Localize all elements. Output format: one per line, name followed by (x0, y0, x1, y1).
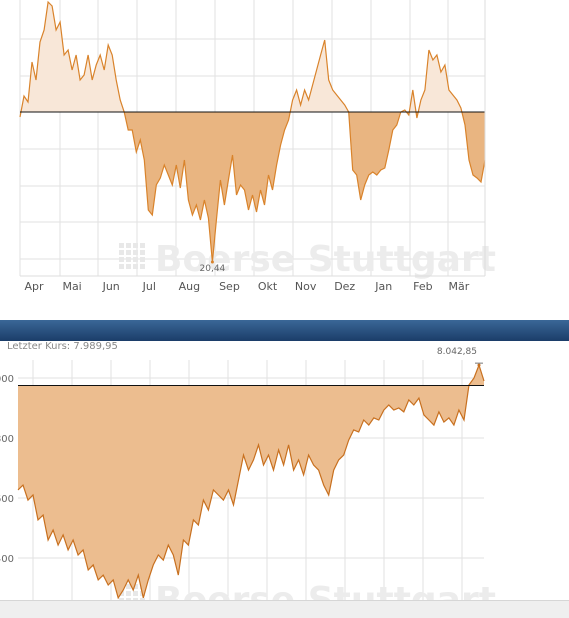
annotation: 8.042,85 (437, 347, 477, 357)
x-tick-label: Apr (25, 280, 45, 293)
watermark-icon (133, 264, 138, 269)
line (19, 0, 486, 263)
watermark-icon (126, 264, 131, 269)
watermark-icon (140, 264, 145, 269)
watermark-icon (126, 584, 131, 589)
area-below (20, 112, 485, 262)
subtitle: Letzter Kurs: 7.989,95 (7, 341, 118, 352)
watermark-icon (140, 250, 145, 255)
watermark-icon (133, 257, 138, 262)
area-above (20, 2, 485, 112)
x-tick-label: Nov (295, 280, 317, 293)
y-tick-label: 7.800 (0, 434, 14, 445)
y-tick-label: 8.000 (0, 374, 14, 385)
header-bar (0, 320, 569, 341)
watermark-icon (133, 591, 138, 596)
x-tick-label: Jul (142, 280, 156, 293)
watermark-icon (119, 250, 124, 255)
annotation: 20,44 (200, 264, 226, 274)
x-tick-label: Mai (62, 280, 81, 293)
watermark-icon (126, 257, 131, 262)
watermark-icon (119, 243, 124, 248)
watermark-icon (126, 243, 131, 248)
watermark-icon (119, 257, 124, 262)
footer-bar (0, 600, 569, 618)
annotation-point (477, 363, 481, 367)
x-tick-label: Feb (413, 280, 432, 293)
watermark-icon (133, 250, 138, 255)
x-tick-label: Jan (374, 280, 392, 293)
x-tick-label: Jun (102, 280, 120, 293)
watermark-icon (133, 584, 138, 589)
watermark-icon (119, 264, 124, 269)
x-tick-label: Aug (179, 280, 200, 293)
y-tick-label: 7.600 (0, 494, 14, 505)
y-tick-label: 7.400 (0, 554, 14, 565)
x-tick-label: Okt (258, 280, 278, 293)
watermark-icon (126, 591, 131, 596)
area (18, 365, 484, 598)
line (17, 363, 485, 600)
annotation-point (210, 260, 214, 264)
watermark-icon (126, 250, 131, 255)
watermark-icon (133, 243, 138, 248)
x-tick-label: Dez (334, 280, 355, 293)
x-tick-label: Sep (219, 280, 240, 293)
x-tick-label: Mär (449, 280, 470, 293)
watermark-icon (140, 243, 145, 248)
watermark-icon (140, 257, 145, 262)
bottom-chart: 8.0007.8007.6007.400Boerse Stuttgart8.04… (0, 341, 496, 618)
